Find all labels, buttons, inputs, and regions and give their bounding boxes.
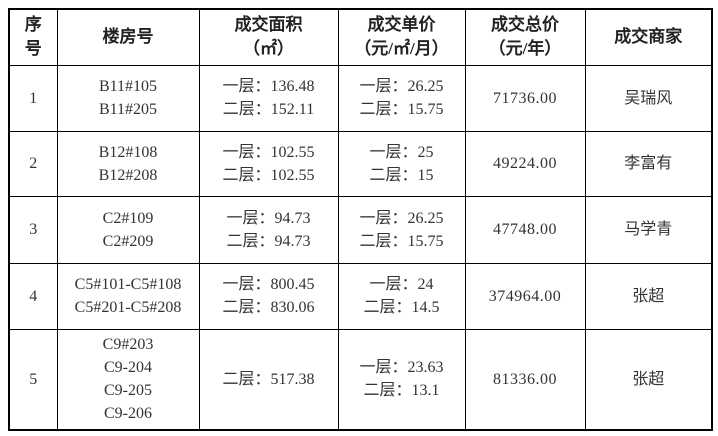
cell-unit-price-line: 二层：15.75: [359, 232, 444, 250]
column-header-unit-price: 成交单价 （元/㎡/月）: [337, 8, 466, 66]
cell-unit-price-line: 二层：15: [369, 166, 434, 184]
cell-building: B12#108 B12#208: [56, 130, 200, 197]
cell-building-line: C9-205: [104, 382, 152, 400]
cell-serial: 2: [8, 130, 58, 197]
cell-unit-price-line: 一层：24: [369, 276, 434, 293]
cell-serial: 3: [8, 195, 58, 264]
cell-total-price: 71736.00: [464, 64, 586, 132]
cell-area: 一层：136.48 二层：152.11: [198, 64, 339, 132]
column-header-line: 成交单价: [367, 15, 436, 35]
cell-total-price: 47748.00: [464, 195, 586, 264]
cell-building-line: C2#209: [102, 232, 154, 250]
cell-building-line: B11#205: [98, 101, 158, 118]
table-header: 序号 楼房号 成交面积 （㎡） 成交单价 （元/㎡/月） 成交总价 （元/年） 成交商家: [8, 8, 713, 66]
cell-unit-price: 一层：25 二层：15: [337, 130, 466, 197]
cell-building-line: C5#201-C5#208: [74, 299, 182, 316]
cell-building-line: B11#105: [98, 78, 158, 95]
cell-area: 一层：800.45 二层：830.06: [198, 262, 339, 330]
cell-building: C2#109 C2#209: [56, 195, 200, 264]
cell-unit-price: 一层：24 二层：14.5: [337, 262, 466, 330]
cell-unit-price: 一层：26.25 二层：15.75: [337, 195, 466, 264]
column-header-line: 成交商家: [614, 27, 683, 47]
cell-area: 一层：94.73 二层：94.73: [198, 195, 339, 264]
cell-area-line: 二层：830.06: [222, 299, 315, 316]
cell-building: B11#105 B11#205: [56, 64, 200, 132]
cell-area-line: 一层：94.73: [226, 209, 311, 227]
cell-area-line: 一层：102.55: [222, 143, 315, 161]
cell-building-line: C9-204: [104, 359, 152, 377]
column-header-total-price: 成交总价 （元/年）: [464, 8, 586, 66]
cell-area-line: 一层：800.45: [222, 276, 315, 293]
column-header-line: （元/年）: [488, 39, 562, 59]
column-header-line: 号: [24, 39, 42, 59]
cell-area-line: 一层：136.48: [222, 78, 315, 95]
table-row: 1 B11#105 B11#205 一层：136.48 二层：152.11 一层：26.2…: [8, 64, 713, 132]
cell-total-price: 49224.00: [464, 130, 586, 197]
cell-total-price: 374964.00: [464, 262, 586, 330]
cell-unit-price-line: 二层：14.5: [363, 299, 440, 316]
column-header-area: 成交面积 （㎡）: [198, 8, 339, 66]
cell-unit-price: 一层：26.25 二层：15.75: [337, 64, 466, 132]
table-row: 5 C9#203 C9-204 C9-205 C9-206 二层：517.38 一层：23.…: [8, 328, 713, 431]
cell-area-line: 二层：152.11: [222, 101, 315, 118]
cell-unit-price: 一层：23.63 二层：13.1: [337, 328, 466, 431]
column-header-line: 成交面积: [234, 15, 303, 35]
cell-unit-price-line: 二层：15.75: [359, 101, 444, 118]
cell-area-line: 二层：517.38: [222, 370, 315, 388]
cell-unit-price-line: 一层：26.25: [359, 209, 444, 227]
cell-merchant: 马学青: [584, 195, 713, 264]
cell-building-line: B12#208: [98, 166, 158, 184]
column-header-line: （元/㎡/月）: [354, 39, 449, 59]
cell-area-line: 二层：94.73: [226, 232, 311, 250]
cell-serial: 5: [8, 328, 58, 431]
cell-area-line: 二层：102.55: [222, 166, 315, 184]
cell-unit-price-line: 一层：25: [369, 143, 434, 161]
column-header-line: 成交总价: [491, 15, 559, 35]
cell-building-line: C2#109: [102, 209, 154, 227]
cell-merchant: 张超: [584, 262, 713, 330]
cell-serial: 4: [8, 262, 58, 330]
cell-building: C9#203 C9-204 C9-205 C9-206: [56, 328, 200, 431]
cell-unit-price-line: 一层：26.25: [359, 78, 444, 95]
cell-merchant: 吴瑞风: [584, 64, 713, 132]
cell-area: 一层：102.55 二层：102.55: [198, 130, 339, 197]
column-header-line: 楼房号: [102, 27, 154, 47]
cell-merchant: 李富有: [584, 130, 713, 197]
column-header-line: 序: [24, 15, 42, 35]
header-row: 序号 楼房号 成交面积 （㎡） 成交单价 （元/㎡/月） 成交总价 （元/年） 成交商家: [8, 8, 713, 66]
column-header-serial: 序号: [8, 8, 58, 66]
column-header-building: 楼房号: [56, 8, 200, 66]
cell-serial: 1: [8, 64, 58, 132]
cell-total-price: 81336.00: [464, 328, 586, 431]
cell-building-line: C5#101-C5#108: [74, 276, 182, 293]
cell-unit-price-line: 二层：13.1: [363, 382, 440, 400]
table-row: 4 C5#101-C5#108 C5#201-C5#208 一层：800.45 二层：8…: [8, 262, 713, 330]
cell-building-line: C9#203: [102, 336, 154, 354]
cell-building: C5#101-C5#108 C5#201-C5#208: [56, 262, 200, 330]
cell-building-line: C9-206: [104, 405, 152, 423]
cell-merchant: 张超: [584, 328, 713, 431]
column-header-merchant: 成交商家: [584, 8, 713, 66]
table-body: 1 B11#105 B11#205 一层：136.48 二层：152.11 一层：26.2…: [8, 64, 713, 431]
transaction-table: 序号楼房号 成交面积 （㎡） 成交单价 （元/㎡/月） 成交总价 （元/年） 成交商家 1 B1…: [8, 8, 713, 431]
cell-area: 二层：517.38: [198, 328, 339, 431]
column-header-line: （㎡）: [243, 39, 294, 59]
cell-unit-price-line: 一层：23.63: [359, 359, 444, 377]
cell-building-line: B12#108: [98, 143, 158, 161]
table-row: 2 B12#108 B12#208 一层：102.55 二层：102.55 一层：25 二层…: [8, 130, 713, 197]
table-row: 3 C2#109 C2#209 一层：94.73 二层：94.73 一层：26.25 二层：…: [8, 195, 713, 264]
